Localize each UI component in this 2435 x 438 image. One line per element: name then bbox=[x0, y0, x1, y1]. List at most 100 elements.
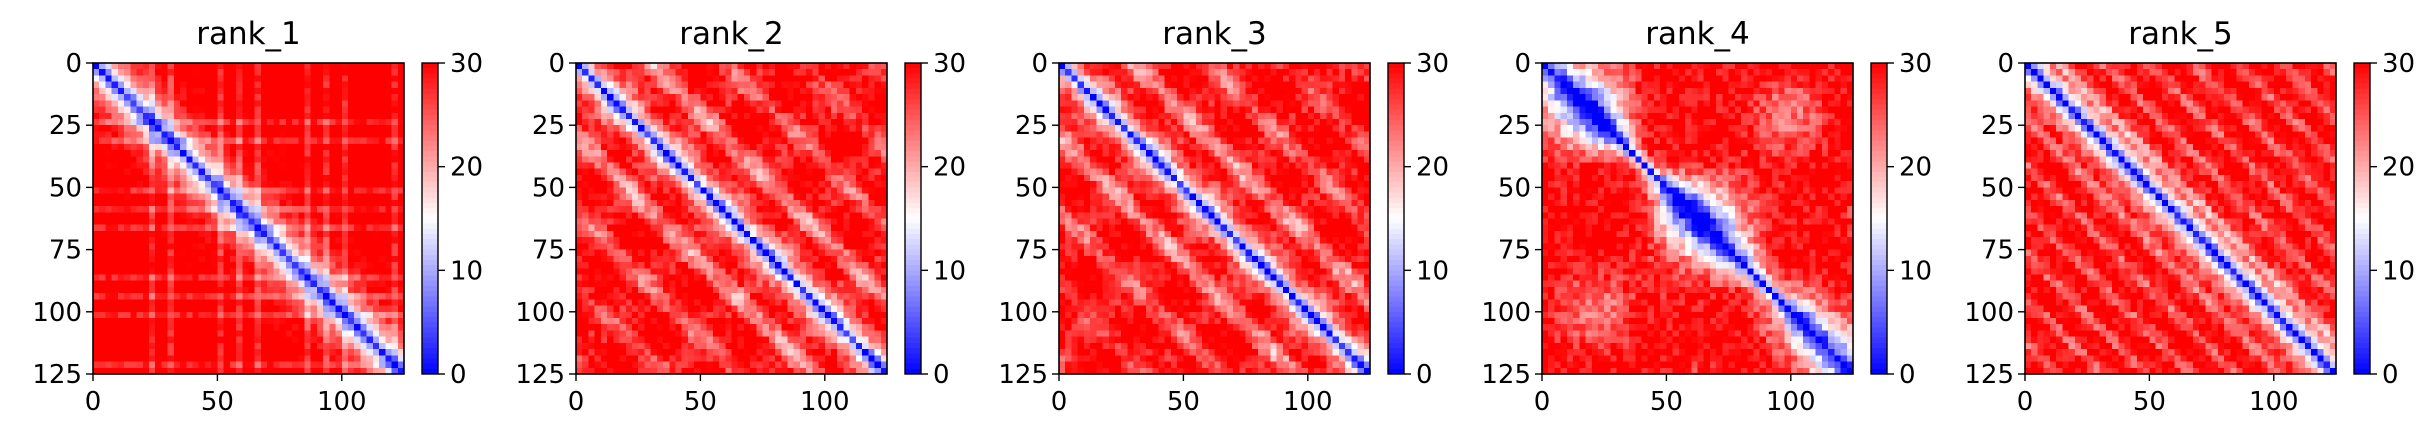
heatmap-cell bbox=[669, 156, 677, 164]
heatmap-cell bbox=[99, 94, 107, 101]
heatmap-cell bbox=[818, 150, 826, 157]
heatmap-cell bbox=[576, 311, 583, 319]
heatmap-cell bbox=[768, 212, 776, 220]
heatmap-cell bbox=[186, 255, 194, 263]
heatmap-cell bbox=[366, 243, 374, 251]
heatmap-cell bbox=[366, 81, 374, 89]
heatmap-cell bbox=[576, 187, 583, 195]
heatmap-cell bbox=[799, 100, 807, 108]
heatmap-cell bbox=[880, 75, 888, 83]
heatmap-cell bbox=[799, 162, 807, 170]
heatmap-cell bbox=[775, 162, 782, 170]
heatmap-cell bbox=[750, 336, 757, 344]
heatmap-cell bbox=[862, 174, 869, 182]
heatmap-cell bbox=[681, 243, 689, 251]
heatmap-cell bbox=[285, 286, 293, 294]
heatmap-cell bbox=[316, 330, 324, 338]
heatmap-cell bbox=[173, 212, 181, 220]
heatmap-cell bbox=[223, 311, 231, 319]
heatmap-cell bbox=[650, 181, 658, 188]
heatmap-cell bbox=[310, 218, 318, 226]
heatmap-cell bbox=[204, 63, 212, 70]
heatmap-cell bbox=[130, 299, 138, 307]
heatmap-cell bbox=[650, 249, 658, 257]
heatmap-cell bbox=[681, 162, 689, 170]
heatmap-cell bbox=[750, 181, 757, 188]
heatmap-cell bbox=[161, 118, 169, 126]
heatmap-cell bbox=[675, 330, 683, 338]
heatmap-cell bbox=[93, 137, 100, 145]
heatmap-cell bbox=[756, 125, 764, 133]
heatmap-cell bbox=[625, 181, 633, 188]
heatmap-cell bbox=[180, 81, 187, 89]
heatmap-cell bbox=[229, 174, 237, 182]
heatmap-cell bbox=[279, 125, 287, 133]
heatmap-cell bbox=[775, 94, 782, 101]
heatmap-cell bbox=[354, 305, 362, 313]
heatmap-cell bbox=[712, 168, 720, 176]
heatmap-cell bbox=[148, 268, 156, 276]
heatmap-cell bbox=[874, 69, 882, 77]
heatmap-cell bbox=[204, 280, 212, 288]
heatmap-cell bbox=[687, 249, 695, 257]
heatmap-cell bbox=[142, 87, 150, 95]
heatmap-cell bbox=[594, 262, 602, 269]
heatmap-cell bbox=[366, 168, 374, 176]
heatmap-cell bbox=[229, 330, 237, 338]
heatmap-cell bbox=[843, 193, 851, 201]
heatmap-cell bbox=[130, 150, 138, 157]
colorbar-segment bbox=[422, 125, 438, 131]
heatmap-cell bbox=[229, 218, 237, 226]
heatmap-cell bbox=[775, 243, 782, 251]
heatmap-cell bbox=[298, 224, 306, 232]
heatmap-cell bbox=[855, 206, 863, 213]
heatmap-cell bbox=[831, 355, 838, 363]
colorbar-segment bbox=[422, 270, 438, 277]
heatmap-cell bbox=[588, 199, 596, 207]
heatmap-cell bbox=[787, 162, 795, 170]
heatmap-cell bbox=[229, 137, 237, 145]
heatmap-cell bbox=[681, 137, 689, 145]
heatmap-cell bbox=[372, 168, 380, 176]
heatmap-cell bbox=[310, 118, 318, 126]
heatmap-cell bbox=[799, 355, 807, 363]
heatmap-cell bbox=[762, 237, 770, 244]
heatmap-cell bbox=[348, 318, 355, 325]
heatmap-cell bbox=[254, 311, 262, 319]
heatmap-cell bbox=[298, 330, 306, 338]
heatmap-cell bbox=[211, 230, 218, 238]
heatmap-cell bbox=[99, 199, 107, 207]
heatmap-cell bbox=[638, 118, 646, 126]
heatmap-cell bbox=[681, 305, 689, 313]
heatmap-cell bbox=[576, 349, 583, 356]
heatmap-cell bbox=[663, 150, 670, 157]
heatmap-cell bbox=[731, 212, 739, 220]
heatmap-cell bbox=[831, 168, 838, 176]
heatmap-cell bbox=[248, 150, 256, 157]
heatmap-cell bbox=[719, 349, 726, 356]
heatmap-cell bbox=[348, 150, 355, 157]
heatmap-cell bbox=[366, 212, 374, 220]
heatmap-cell bbox=[781, 106, 789, 114]
heatmap-cell bbox=[619, 168, 627, 176]
heatmap-cell bbox=[136, 87, 144, 95]
heatmap-cell bbox=[198, 118, 206, 126]
heatmap-cell bbox=[273, 305, 281, 313]
heatmap-cell bbox=[173, 361, 181, 369]
heatmap-cell bbox=[874, 143, 882, 151]
heatmap-cell bbox=[385, 87, 393, 95]
heatmap-cell bbox=[806, 262, 813, 269]
heatmap-cell bbox=[625, 293, 633, 300]
heatmap-cell bbox=[694, 156, 701, 164]
heatmap-cell bbox=[335, 361, 343, 369]
heatmap-cell bbox=[279, 118, 287, 126]
heatmap-cell bbox=[136, 174, 144, 182]
heatmap-cell bbox=[192, 193, 200, 201]
heatmap-cell bbox=[217, 150, 225, 157]
heatmap-cell bbox=[379, 299, 386, 307]
colorbar-segment bbox=[422, 63, 438, 69]
heatmap-cell bbox=[329, 143, 337, 151]
heatmap-cell bbox=[812, 230, 820, 238]
heatmap-cell bbox=[161, 318, 169, 325]
heatmap-cell bbox=[669, 224, 677, 232]
